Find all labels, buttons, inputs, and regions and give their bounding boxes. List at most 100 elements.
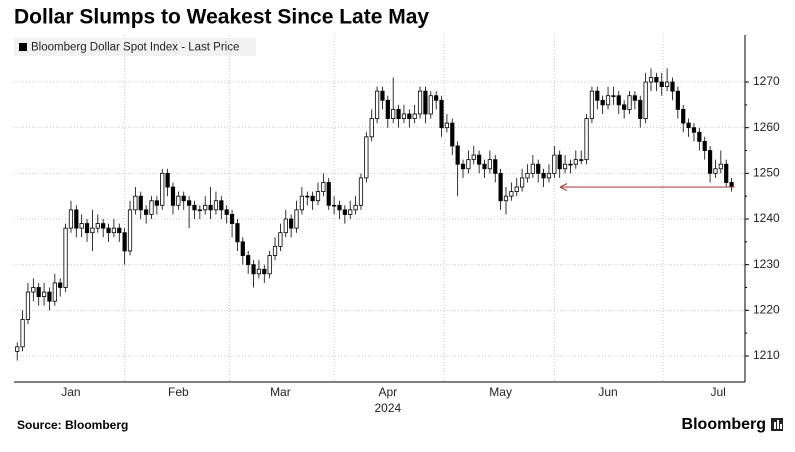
candle-body	[278, 232, 283, 247]
y-tick-label: 1240	[753, 211, 780, 225]
candle-body	[272, 245, 278, 256]
candle-body	[557, 154, 562, 170]
candle-body	[541, 172, 546, 179]
candle-body	[498, 172, 503, 202]
y-tick-label: 1260	[753, 120, 780, 134]
candle-body	[20, 319, 25, 348]
candle-body	[713, 168, 718, 174]
candle-body	[117, 227, 122, 234]
candle-body	[396, 109, 401, 119]
y-tick-label: 1250	[753, 166, 780, 180]
candle-body	[434, 95, 439, 101]
candle-body	[138, 195, 143, 211]
candle-body	[643, 81, 648, 119]
candle-body	[477, 154, 482, 165]
candle-body	[326, 182, 331, 206]
candle-body	[186, 200, 192, 206]
candle-body	[63, 227, 68, 288]
candle-body	[47, 291, 52, 302]
candle-body	[197, 209, 202, 212]
legend-box	[14, 38, 256, 56]
candle-body	[52, 282, 57, 302]
candle-body	[691, 127, 697, 133]
candle-body	[622, 104, 627, 110]
candle-body	[579, 159, 584, 161]
candle-body	[380, 90, 385, 101]
candle-body	[648, 77, 654, 83]
candle-body	[122, 232, 127, 252]
candle-body	[681, 109, 686, 124]
candle-body	[224, 209, 229, 215]
reference-arrow	[559, 183, 568, 192]
candle-body	[401, 113, 407, 119]
candle-body	[262, 268, 267, 275]
source: Source: Bloomberg	[17, 418, 128, 432]
candle-body	[74, 209, 79, 229]
candle-body	[632, 95, 637, 101]
candle-body	[154, 200, 159, 206]
candle-body	[369, 118, 374, 138]
candle-body	[514, 186, 519, 193]
candle-body	[58, 282, 63, 288]
candle-body	[487, 159, 492, 170]
candle-body	[203, 204, 208, 211]
candle-body	[127, 209, 133, 252]
candle-body	[181, 195, 186, 202]
brand: Bloomberg	[682, 416, 766, 433]
candle-body	[41, 291, 47, 298]
candle-body	[450, 122, 455, 147]
candle-body	[36, 287, 41, 298]
candle-body	[15, 346, 20, 352]
candle-body	[294, 209, 299, 229]
candle-body	[584, 118, 589, 161]
legend-label: Bloomberg Dollar Spot Index - Last Price	[31, 42, 239, 54]
candle-body	[229, 214, 235, 224]
candle-body	[675, 90, 680, 110]
candle-body	[267, 255, 272, 275]
candle-body	[455, 145, 460, 165]
candle-body	[192, 204, 197, 211]
y-tick-label: 1270	[753, 74, 780, 88]
candle-body	[412, 113, 417, 119]
candle-body	[133, 195, 138, 211]
candle-body	[213, 200, 219, 211]
candle-body	[407, 113, 412, 119]
candle-body	[595, 90, 600, 101]
candle-body	[348, 209, 353, 215]
candle-body	[439, 99, 444, 129]
candle-body	[552, 154, 557, 174]
candle-body	[25, 291, 31, 320]
candle-body	[90, 227, 95, 234]
candle-body	[659, 81, 664, 87]
candle-body	[353, 204, 358, 211]
candle-body	[170, 186, 176, 206]
candle-body	[718, 163, 723, 170]
brand-icon	[771, 418, 783, 431]
candle-body	[111, 227, 117, 234]
candle-body	[605, 95, 611, 106]
candle-body	[315, 191, 321, 202]
candle-body	[670, 81, 675, 92]
candle-body	[310, 195, 315, 202]
x-tick-label: Jan	[61, 385, 80, 399]
candle-body	[106, 227, 111, 234]
x-tick-label: Apr	[378, 385, 397, 399]
x-tick-label: Mar	[270, 385, 291, 399]
candle-body	[428, 95, 433, 115]
candle-body	[665, 81, 670, 87]
candle-body	[235, 223, 240, 243]
candle-body	[423, 90, 428, 115]
candle-body	[385, 99, 390, 119]
candle-body	[144, 209, 149, 215]
candle-body	[600, 99, 605, 106]
y-tick-label: 1210	[753, 348, 780, 362]
candle-body	[493, 159, 498, 174]
candle-body	[702, 140, 707, 151]
candle-body	[289, 218, 294, 229]
candle-body	[342, 209, 347, 215]
candle-body	[546, 172, 552, 179]
candle-body	[321, 182, 326, 193]
x-tick-label: Jul	[710, 385, 725, 399]
candle-body	[251, 264, 256, 275]
candle-body	[471, 154, 476, 161]
